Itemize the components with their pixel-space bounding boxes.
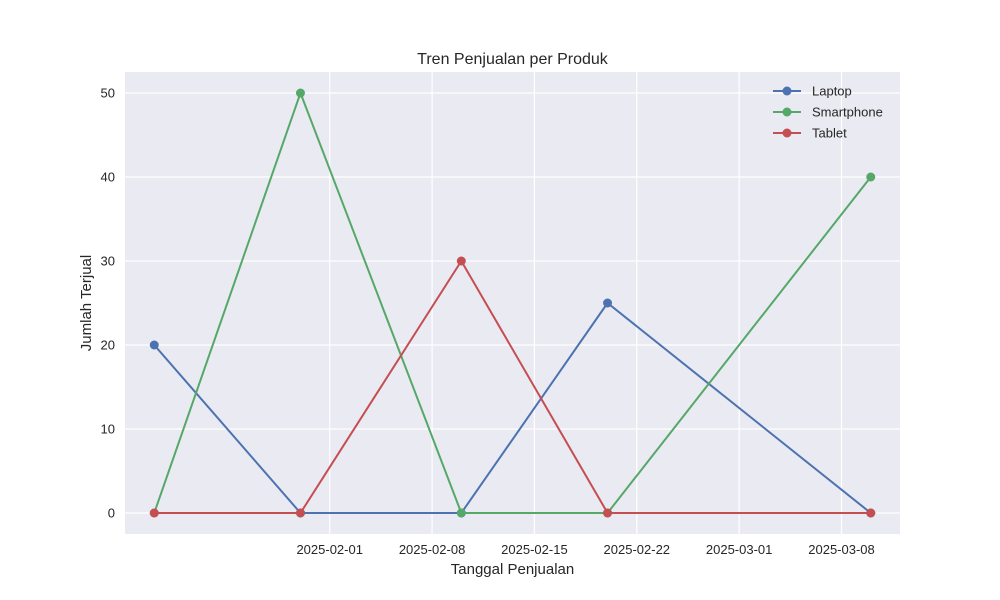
y-tick-label: 30 [101, 254, 115, 269]
y-tick-label: 10 [101, 422, 115, 437]
x-tick-labels: 2025-02-01 2025-02-08 2025-02-15 2025-02-22… [296, 542, 874, 557]
chart-title: Tren Penjualan per Produk [417, 51, 609, 68]
x-tick-label: 2025-03-08 [808, 542, 875, 557]
legend-label-laptop: Laptop [812, 84, 852, 99]
y-tick-label: 40 [101, 170, 115, 185]
x-tick-label: 2025-02-22 [604, 542, 671, 557]
data-point-tablet [866, 508, 876, 518]
x-tick-label: 2025-03-01 [706, 542, 773, 557]
legend: Laptop Smartphone Tablet [773, 84, 883, 141]
data-point-tablet [603, 508, 613, 518]
data-point-laptop [149, 340, 159, 350]
y-axis-label: Jumlah Terjual [78, 255, 95, 351]
data-point-smartphone [456, 508, 466, 518]
data-point-smartphone [866, 172, 876, 182]
x-tick-label: 2025-02-01 [296, 542, 363, 557]
legend-marker-tablet [782, 128, 792, 138]
x-axis-label: Tanggal Penjualan [451, 561, 574, 578]
y-tick-labels: 0 10 20 30 40 50 [101, 86, 115, 521]
legend-marker-laptop [782, 86, 792, 96]
data-point-tablet [149, 508, 159, 518]
y-tick-label: 20 [101, 338, 115, 353]
series-group [149, 88, 876, 518]
data-point-tablet [295, 508, 305, 518]
y-tick-label: 0 [108, 506, 115, 521]
legend-marker-smartphone [782, 107, 792, 117]
legend-label-smartphone: Smartphone [812, 105, 883, 120]
data-point-smartphone [295, 88, 305, 98]
x-tick-label: 2025-02-15 [501, 542, 568, 557]
x-tick-label: 2025-02-08 [399, 542, 466, 557]
data-point-tablet [456, 256, 466, 266]
plot-area [125, 72, 900, 534]
y-tick-label: 50 [101, 86, 115, 101]
legend-label-tablet: Tablet [812, 126, 847, 141]
data-point-laptop [603, 298, 613, 308]
